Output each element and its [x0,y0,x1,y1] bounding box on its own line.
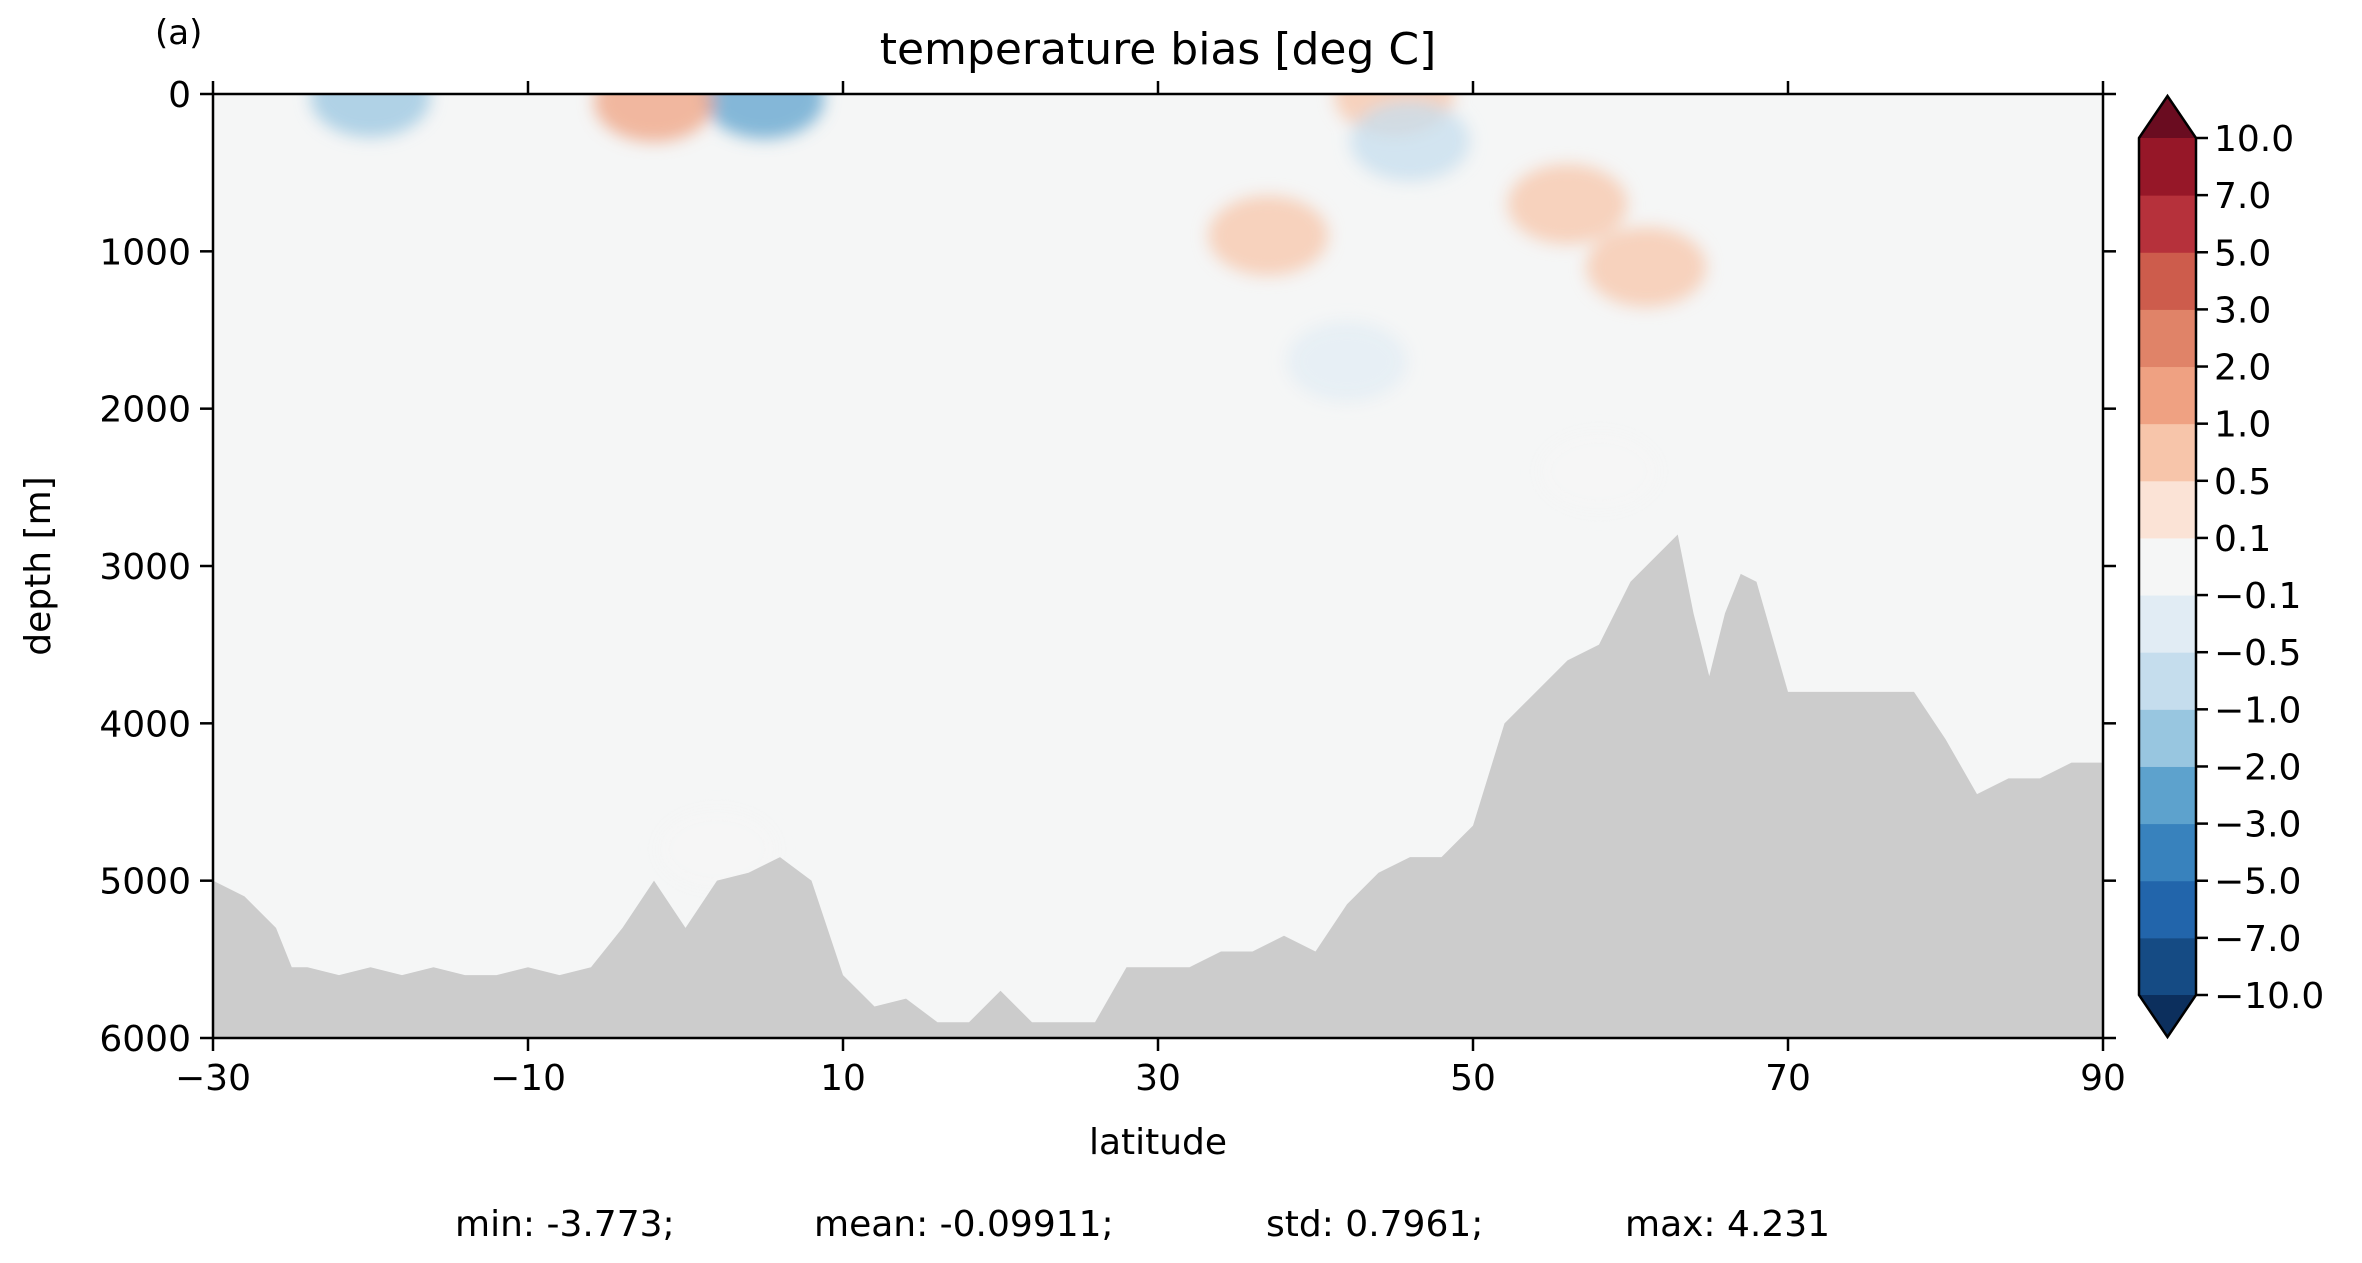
x-tick-label: 70 [1765,1058,1811,1099]
y-axis-label: depth [m] [18,476,59,655]
chart-title: temperature bias [deg C] [880,24,1437,75]
bias-patch-6 [1586,227,1707,308]
y-tick-label: 3000 [99,547,191,588]
stat-std: std: 0.7961; [1266,1204,1483,1245]
colorbar-segment [2139,309,2196,368]
colorbar-extend-over [2139,96,2196,138]
colorbar-tick-label: −5.0 [2214,862,2301,903]
colorbar-tick-label: 0.5 [2214,462,2271,503]
colorbar-segment [2139,880,2196,939]
y-tick-label: 4000 [99,704,191,745]
colorbar-segment [2139,195,2196,253]
x-tick-label: 50 [1450,1058,1496,1099]
bias-patch-4 [1208,195,1329,276]
bias-patch-3 [594,94,714,142]
colorbar: −10.0 −7.0 −5.0 −3.0 −2.0 −1.0 −0.5 −0.1 0.1 0.5 1… [2137,93,2324,1040]
bias-patch-8 [1287,321,1407,402]
colorbar-tick-label: −0.1 [2214,576,2301,617]
colorbar-tick-label: −10.0 [2214,976,2324,1017]
bias-patch-2 [704,94,825,139]
colorbar-segment [2139,937,2196,996]
colorbar-segment [2139,480,2196,539]
colorbar-segment [2139,366,2196,425]
x-tick-label: 10 [820,1058,866,1099]
y-tick-label: 6000 [99,1019,191,1060]
bias-patch-9 [1539,431,1659,512]
colorbar-tick-label: 5.0 [2214,233,2271,274]
stats-line: min: -3.773; mean: -0.09911; std: 0.7961… [455,1204,1830,1245]
y-tick-label: 1000 [99,232,191,273]
colorbar-tick-label: 7.0 [2214,176,2271,217]
colorbar-tick-label: −0.5 [2214,633,2301,674]
colorbar-tick-label: 0.1 [2214,519,2271,560]
colorbar-tick-label: −2.0 [2214,747,2301,788]
colorbar-tick-label: −1.0 [2214,690,2301,731]
seafloor-land-mask [213,534,2103,1038]
plot-area [211,92,2105,1040]
x-axis: −30 −10 10 30 50 70 90 [175,81,2126,1099]
y-tick-label: 2000 [99,390,191,431]
bias-patch-10 [657,809,777,890]
panel-label: (a) [155,13,202,53]
bias-patch-1 [310,94,431,138]
stat-mean: mean: -0.09911; [814,1204,1114,1245]
x-axis-label: latitude [1089,1122,1227,1163]
y-tick-label: 5000 [99,862,191,903]
colorbar-segment [2139,652,2196,710]
colorbar-extend-under [2139,995,2196,1037]
bias-patch-7 [1350,101,1470,182]
stat-min: min: -3.773; [455,1204,675,1245]
y-axis: 0 1000 2000 3000 4000 5000 6000 [99,75,2116,1060]
y-tick-label: 0 [168,75,191,116]
bias-patch-5 [1507,164,1628,245]
bias-anomaly-layer [310,94,1707,890]
colorbar-tick-label: 3.0 [2214,290,2271,331]
colorbar-segment [2139,766,2196,825]
x-tick-label: −30 [175,1058,251,1099]
colorbar-tick-label: −7.0 [2214,919,2301,960]
colorbar-segment [2139,423,2196,482]
stat-max: max: 4.231 [1625,1204,1830,1245]
colorbar-tick-label: 1.0 [2214,405,2271,446]
colorbar-segment [2139,709,2196,767]
colorbar-segment [2139,823,2196,882]
x-tick-label: 30 [1135,1058,1181,1099]
x-tick-label: 90 [2080,1058,2126,1099]
colorbar-tick-label: 10.0 [2214,119,2294,160]
colorbar-segment [2139,138,2196,196]
colorbar-segment [2139,252,2196,310]
colorbar-tick-label: −3.0 [2214,805,2301,846]
x-tick-label: −10 [490,1058,566,1099]
colorbar-segment [2139,537,2196,596]
colorbar-segment [2139,595,2196,653]
colorbar-tick-label: 2.0 [2214,348,2271,389]
